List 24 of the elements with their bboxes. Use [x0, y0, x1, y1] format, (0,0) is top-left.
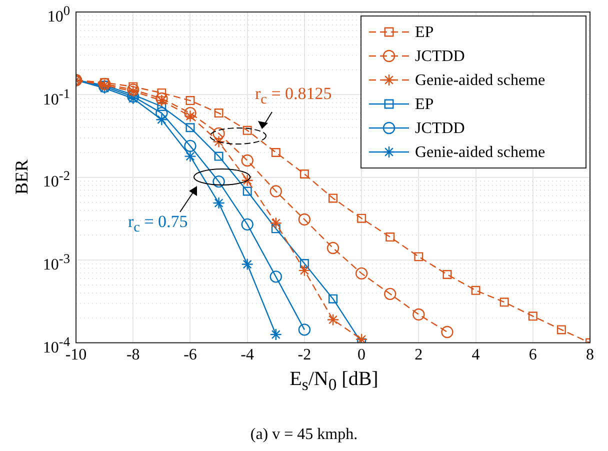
y-tick-label: 10$^{0}$ [47, 2, 70, 28]
legend-label: EP [415, 96, 434, 114]
legend-label: EP [415, 24, 434, 42]
x-axis-title: E$_{s}$/N$_{0}$ [dB] [288, 368, 380, 395]
x-tick-label: -4 [240, 346, 254, 364]
annotation: r$_{c}$ = 0.8125 [255, 84, 332, 108]
legend-label: Genie-aided scheme [415, 144, 546, 162]
x-tick-label: 2 [414, 346, 423, 364]
y-axis-title: BER [12, 160, 32, 195]
x-tick-label: 0 [358, 346, 366, 364]
x-tick-label: -2 [298, 346, 312, 364]
y-tick-label: 10$^{-1}$ [42, 84, 70, 110]
legend-label: Genie-aided scheme [415, 72, 546, 90]
x-tick-label: 6 [528, 346, 537, 364]
annotation: r$_{c}$ = 0.75 [128, 212, 188, 236]
y-tick-label: 10$^{-2}$ [42, 167, 70, 193]
text: (a) v = 45 kmph. [249, 426, 359, 444]
legend-label: JCTDD [415, 120, 465, 138]
x-tick-label: 4 [472, 346, 480, 364]
x-tick-label: 8 [586, 346, 594, 364]
x-tick-label: -6 [184, 346, 197, 364]
y-tick-label: 10$^{-3}$ [42, 250, 70, 276]
legend-label: JCTDD [415, 48, 465, 66]
x-tick-label: -8 [126, 346, 140, 364]
